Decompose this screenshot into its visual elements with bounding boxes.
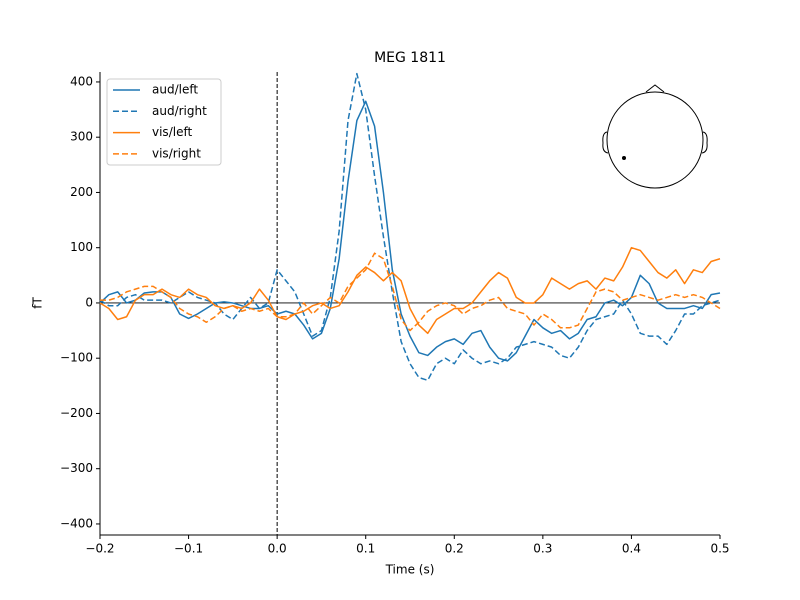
chart-title: MEG 1811	[374, 50, 446, 66]
x-tick-label: 0.0	[268, 542, 287, 556]
head-inset	[602, 84, 708, 189]
sensor-dot	[622, 156, 626, 160]
x-tick-label: 0.5	[710, 542, 729, 556]
legend: aud/left aud/right vis/left vis/right	[106, 78, 222, 166]
x-tick-label: 0.4	[622, 542, 641, 556]
y-tick-label: −200	[60, 406, 93, 420]
legend-label: vis/right	[152, 146, 201, 160]
head-ear	[602, 131, 609, 154]
x-tick-label: −0.1	[174, 542, 203, 556]
x-tick-label: 0.2	[445, 542, 464, 556]
series-line	[100, 252, 721, 332]
x-tick-label: 0.3	[533, 542, 552, 556]
head-nose	[645, 84, 665, 93]
y-tick-label: 400	[70, 74, 93, 88]
x-tick-label: 0.1	[356, 542, 375, 556]
head-ear	[701, 131, 708, 154]
series-line	[99, 246, 721, 335]
legend-label: aud/right	[152, 104, 207, 118]
y-tick-label: 100	[70, 240, 93, 254]
x-axis-label: Time (s)	[385, 563, 435, 577]
legend-label: vis/left	[152, 125, 192, 139]
legend-label: aud/left	[152, 83, 198, 97]
legend-box	[106, 78, 222, 166]
series-line	[99, 100, 721, 362]
x-tick-label: −0.2	[85, 542, 114, 556]
y-axis-label: fT	[31, 297, 45, 309]
y-tick-label: 300	[70, 130, 93, 144]
head-outline	[606, 91, 704, 189]
y-tick-label: 0	[85, 295, 93, 309]
y-tick-label: −300	[60, 461, 93, 475]
y-tick-label: 200	[70, 185, 93, 199]
y-tick-label: −100	[60, 351, 93, 365]
y-tick-label: −400	[60, 516, 93, 530]
